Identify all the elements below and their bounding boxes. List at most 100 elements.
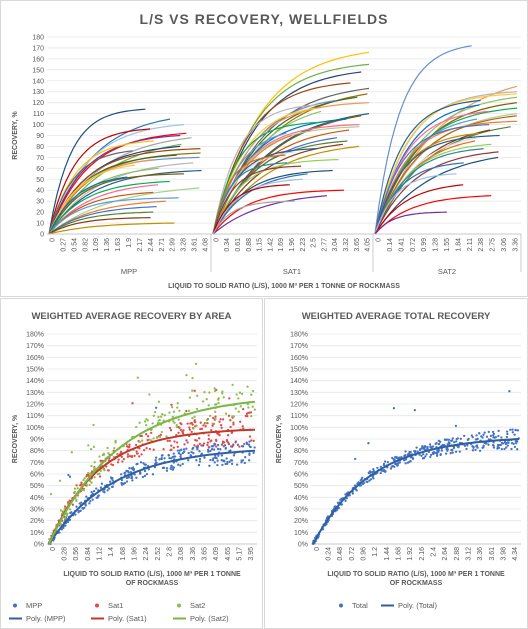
y-tick-label: 60% <box>294 472 308 479</box>
data-point-total <box>404 450 407 453</box>
data-point-sat2 <box>192 427 195 430</box>
x-tick-label: 4.65 <box>225 547 232 561</box>
data-point-sat2 <box>221 392 224 395</box>
data-point-total <box>361 476 364 480</box>
data-point-sat1 <box>140 434 143 438</box>
data-point-sat2 <box>160 415 163 418</box>
data-point-mpp <box>158 458 161 461</box>
data-point-sat1 <box>212 416 215 420</box>
data-point-mpp <box>165 469 169 472</box>
data-point-total <box>425 453 428 456</box>
data-point-total <box>422 447 426 450</box>
data-point-mpp <box>167 453 170 457</box>
legend-label: Poly. (MPP) <box>26 614 66 623</box>
y-tick-label: 70% <box>294 460 308 467</box>
data-point-sat1 <box>238 445 241 448</box>
data-point-mpp <box>248 459 251 462</box>
x-tick-label: 0.54 <box>71 238 78 252</box>
data-point-sat1 <box>138 447 141 450</box>
y-tick-label: 170% <box>290 343 308 350</box>
x-tick-label: 2.75 <box>490 238 497 252</box>
data-point-sat1 <box>241 425 244 428</box>
data-point-sat2 <box>73 487 77 490</box>
data-point-sat1 <box>166 439 169 443</box>
data-point-mpp <box>172 452 175 455</box>
x-tick-label: 1.69 <box>278 238 285 252</box>
data-point-sat1 <box>176 441 179 444</box>
data-point-total <box>455 440 458 443</box>
data-point-sat1 <box>219 424 223 427</box>
data-point-mpp <box>224 446 228 450</box>
y-tick-label: 0 <box>40 232 44 239</box>
x-axis-label-line1: LIQUID TO SOLID RATIO (L/S), 1000 M³ PER… <box>63 571 241 578</box>
series-line-mpp <box>48 134 181 235</box>
data-point-mpp <box>123 471 126 475</box>
data-point-sat1 <box>227 414 231 417</box>
data-point-mpp <box>210 448 214 451</box>
data-point-sat2 <box>98 455 101 458</box>
y-tick-label: 110% <box>291 413 308 420</box>
data-point-total <box>498 443 501 447</box>
data-point-sat2 <box>191 389 194 392</box>
data-point-mpp <box>92 489 96 493</box>
y-tick-label: 40% <box>294 495 308 502</box>
data-point-total <box>503 447 506 451</box>
x-tick-label: 2.44 <box>148 238 155 252</box>
data-point-sat1 <box>170 444 173 447</box>
data-point-total <box>442 443 446 447</box>
series-line-sat1 <box>212 104 318 235</box>
data-point-total <box>497 434 500 438</box>
data-point-sat2 <box>188 396 192 399</box>
data-point-mpp <box>88 502 91 505</box>
data-point-sat1 <box>111 463 115 467</box>
data-point-sat2 <box>157 415 160 419</box>
x-tick-label: 3.36 <box>477 547 484 561</box>
group-label: MPP <box>121 267 137 276</box>
x-tick-label: 2.71 <box>159 238 166 252</box>
data-point-sat1 <box>173 440 176 443</box>
data-point-total <box>471 449 475 452</box>
x-tick-label: 1.68 <box>396 547 403 561</box>
data-point-total <box>476 446 479 449</box>
data-point-total <box>382 468 386 472</box>
bottom-left-chart-title: WEIGHTED AVERAGE RECOVERY BY AREA <box>31 311 232 322</box>
y-tick-label: 50 <box>36 177 44 184</box>
data-point-sat2 <box>90 481 93 484</box>
series-line-mpp <box>48 176 128 235</box>
data-point-sat2 <box>153 410 157 414</box>
data-point-total <box>482 446 485 449</box>
data-point-sat2 <box>152 414 155 417</box>
data-point-total <box>450 439 454 442</box>
data-point-total <box>492 444 495 447</box>
y-tick-label: 30% <box>294 507 308 514</box>
data-point-sat1 <box>218 434 221 437</box>
data-point-mpp <box>163 457 166 460</box>
data-point-total <box>372 469 375 473</box>
data-point-total <box>371 475 374 479</box>
x-tick-label: 0.96 <box>361 547 368 561</box>
data-point-total <box>409 460 412 463</box>
data-point-sat2 <box>88 480 92 483</box>
data-point-total <box>372 468 375 471</box>
data-point-mpp <box>181 451 185 455</box>
data-point-sat1 <box>232 443 235 446</box>
data-point-sat1 <box>229 419 232 422</box>
data-point-sat1 <box>126 455 130 458</box>
data-point-sat1 <box>75 484 78 487</box>
data-point-total <box>437 450 440 453</box>
data-point-total <box>426 447 429 450</box>
data-point-sat2 <box>178 409 181 412</box>
data-point-total <box>386 461 390 464</box>
data-point-total <box>354 457 357 461</box>
data-point-total <box>505 435 509 439</box>
data-point-mpp <box>228 460 231 463</box>
y-tick-label: 80% <box>294 448 308 455</box>
data-point-sat2 <box>214 410 217 413</box>
data-point-mpp <box>143 469 147 473</box>
data-point-total <box>435 454 439 457</box>
data-point-total <box>500 436 503 439</box>
data-point-mpp <box>75 505 78 508</box>
data-point-mpp <box>244 456 247 459</box>
data-point-sat2 <box>253 408 256 411</box>
x-tick-label: 1.28 <box>433 238 440 252</box>
